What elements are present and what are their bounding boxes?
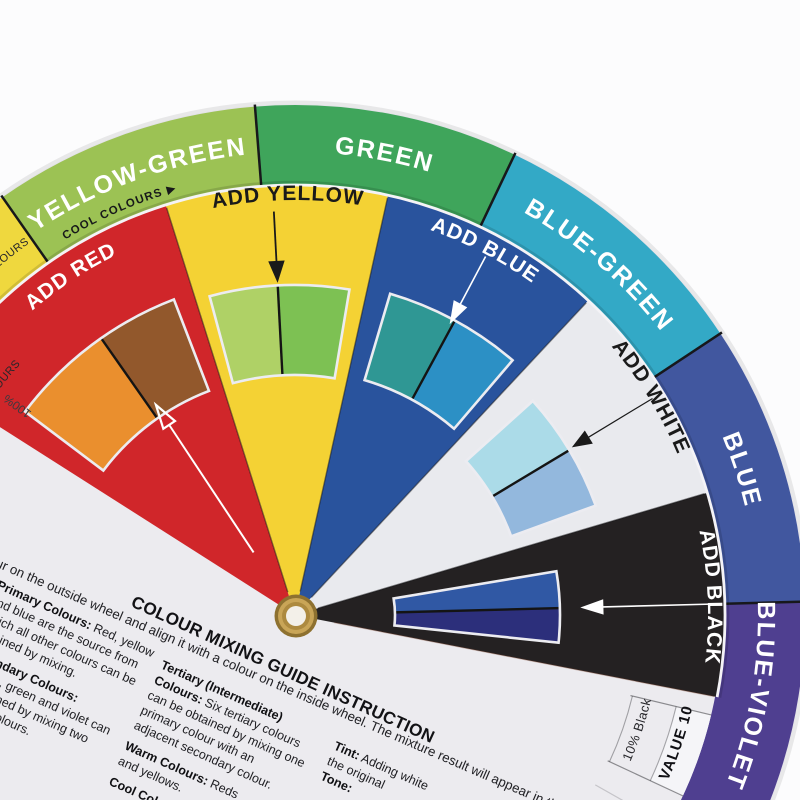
window-split-line bbox=[410, 320, 456, 401]
window-swatch-add-black-2 bbox=[394, 608, 561, 643]
wheel-shapes bbox=[0, 100, 800, 800]
arrow-head-icon-add-red bbox=[153, 401, 177, 431]
window-swatch-add-black-1 bbox=[393, 571, 560, 613]
window-border-add-blue bbox=[362, 292, 515, 431]
value-ring-separator bbox=[607, 760, 684, 797]
window-border-add-yellow bbox=[207, 283, 351, 385]
arrow-head-icon-add-yellow bbox=[268, 260, 285, 283]
window-split-line bbox=[394, 606, 560, 614]
window-split-line bbox=[100, 337, 159, 420]
window-border-add-red bbox=[23, 297, 211, 473]
value-ring-arc-inner bbox=[608, 695, 633, 762]
outer-ring-segment-yellow-green bbox=[2, 106, 262, 265]
wedge-separator bbox=[165, 207, 289, 593]
wedge-separator bbox=[317, 493, 705, 609]
outer-ring-segment-blue bbox=[651, 333, 800, 604]
value-ring-arc-outer bbox=[649, 706, 677, 781]
window-swatch-add-blue-1 bbox=[364, 293, 455, 400]
arrow-line-add-black bbox=[602, 603, 715, 608]
wedge-separator bbox=[299, 197, 389, 592]
arrow-head-icon-add-white bbox=[571, 430, 593, 448]
arrow-line-add-yellow bbox=[272, 211, 278, 262]
value-ring-separator bbox=[594, 784, 624, 800]
outer-ring-segment-blue-violet bbox=[680, 601, 800, 800]
top-disc-edge bbox=[0, 183, 727, 698]
window-swatch-add-white-1 bbox=[465, 400, 570, 497]
arrow-line-add-white bbox=[588, 397, 653, 438]
ring-separator bbox=[719, 600, 800, 606]
grommet-hole bbox=[286, 606, 306, 626]
ring-separator bbox=[253, 104, 263, 192]
wedge-separator bbox=[310, 302, 587, 598]
arrow-line-add-red bbox=[168, 424, 255, 554]
window-swatch-add-blue-2 bbox=[411, 320, 513, 429]
window-split-line bbox=[491, 449, 570, 498]
card-edge-shadow bbox=[0, 100, 800, 800]
ring-separator bbox=[476, 152, 517, 232]
outer-ring-segment-green bbox=[254, 104, 515, 229]
window-border-add-white bbox=[464, 399, 598, 539]
window-swatch-add-yellow-2 bbox=[277, 284, 350, 379]
value-ring-separator bbox=[630, 694, 712, 716]
outer-ring-segment-yellow bbox=[0, 197, 50, 305]
arrow-head-icon-add-black bbox=[580, 599, 604, 615]
arrow-line-add-blue bbox=[459, 256, 487, 305]
window-swatch-add-red-2 bbox=[101, 299, 209, 419]
ring-separator bbox=[648, 331, 723, 382]
ring-separator bbox=[0, 194, 53, 268]
arrow-head-icon-add-blue bbox=[449, 300, 468, 325]
window-swatch-add-yellow-1 bbox=[209, 285, 283, 384]
top-disc-edge-shadow bbox=[0, 180, 730, 698]
black-wedge-edge-tint bbox=[334, 622, 715, 698]
outer-ring-segment-blue-green bbox=[479, 154, 721, 379]
window-border-add-black bbox=[392, 569, 562, 645]
window-split-line bbox=[276, 285, 284, 376]
instruction-column-primary: Primary Colours: Red, yellowand blue are… bbox=[0, 578, 157, 772]
value-10-sector bbox=[650, 706, 712, 796]
